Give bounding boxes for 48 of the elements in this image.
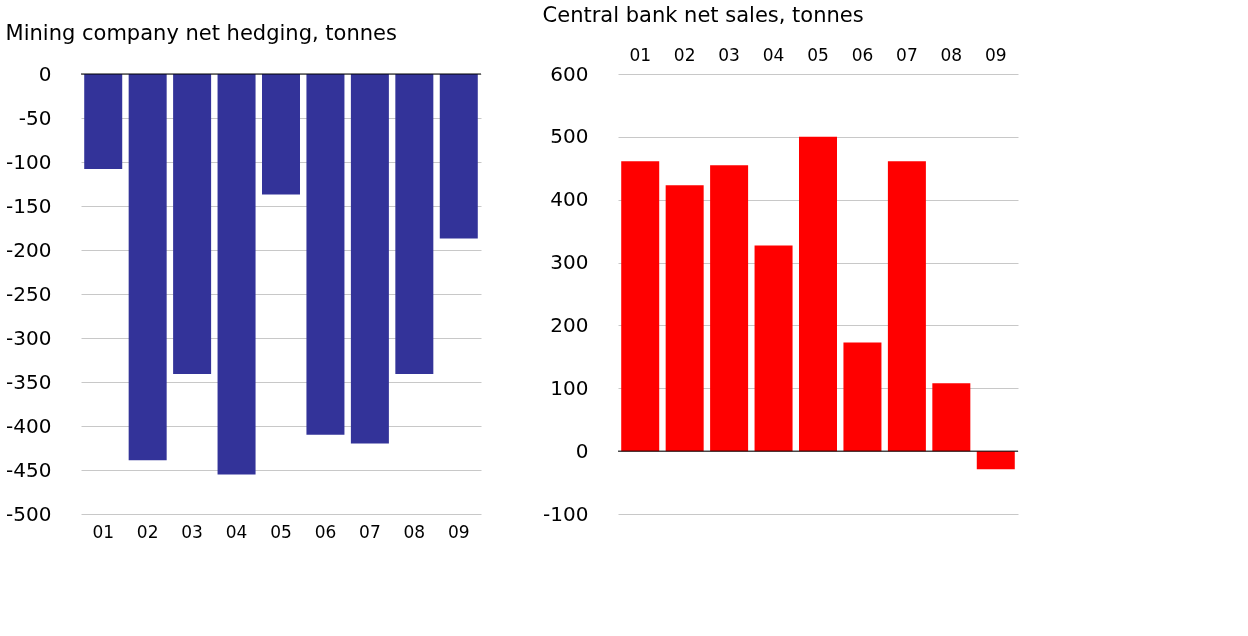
bar <box>799 136 837 452</box>
x-tick-label: 02 <box>136 521 159 542</box>
y-tick-label: -50 <box>18 105 52 130</box>
bar <box>976 451 1015 470</box>
x-tick-label: 01 <box>92 521 115 542</box>
x-tick-label: 06 <box>314 521 337 542</box>
bar <box>710 165 749 452</box>
y-tick-label: -200 <box>6 237 52 262</box>
x-tick-label: 03 <box>181 521 203 542</box>
bar <box>843 342 882 452</box>
y-tick-label: -250 <box>6 281 52 306</box>
x-tick-label: 05 <box>807 44 829 65</box>
bar <box>754 245 793 452</box>
y-tick-label: -100 <box>6 149 52 174</box>
y-tick-label: -350 <box>6 369 52 394</box>
x-tick-label: 07 <box>896 44 918 65</box>
x-tick-label: 02 <box>673 44 696 65</box>
chart-title: Mining company net hedging, tonnes <box>5 21 397 45</box>
bar <box>621 161 660 452</box>
x-tick-label: 08 <box>403 521 426 542</box>
x-tick-label: 04 <box>762 44 785 65</box>
x-tick-label: 04 <box>225 521 248 542</box>
bar <box>932 383 971 452</box>
y-tick-label: 600 <box>550 61 589 86</box>
x-tick-label: 03 <box>718 44 740 65</box>
y-tick-label: -150 <box>6 193 52 218</box>
bar <box>665 185 704 452</box>
y-tick-label: -300 <box>6 325 52 350</box>
y-tick-label: 0 <box>575 438 589 463</box>
y-tick-label: 100 <box>550 375 589 400</box>
y-tick-label: 200 <box>550 312 589 337</box>
y-tick-label: 500 <box>550 124 589 149</box>
x-tick-label: 08 <box>940 44 963 65</box>
x-tick-label: 09 <box>984 44 1007 65</box>
y-tick-label: -400 <box>6 413 52 438</box>
y-tick-label: -100 <box>543 501 589 526</box>
x-tick-label: 06 <box>851 44 874 65</box>
x-tick-label: 09 <box>447 521 470 542</box>
x-tick-label: 07 <box>359 521 381 542</box>
y-tick-label: 400 <box>550 187 589 212</box>
x-tick-label: 05 <box>270 521 292 542</box>
y-tick-label: -500 <box>6 501 52 526</box>
bar <box>887 161 926 452</box>
y-tick-label: 0 <box>38 61 52 86</box>
x-tick-label: 01 <box>629 44 652 65</box>
chart-title: Central bank net sales, tonnes <box>542 3 864 27</box>
y-tick-label: -450 <box>6 457 52 482</box>
y-tick-label: 300 <box>550 250 589 275</box>
